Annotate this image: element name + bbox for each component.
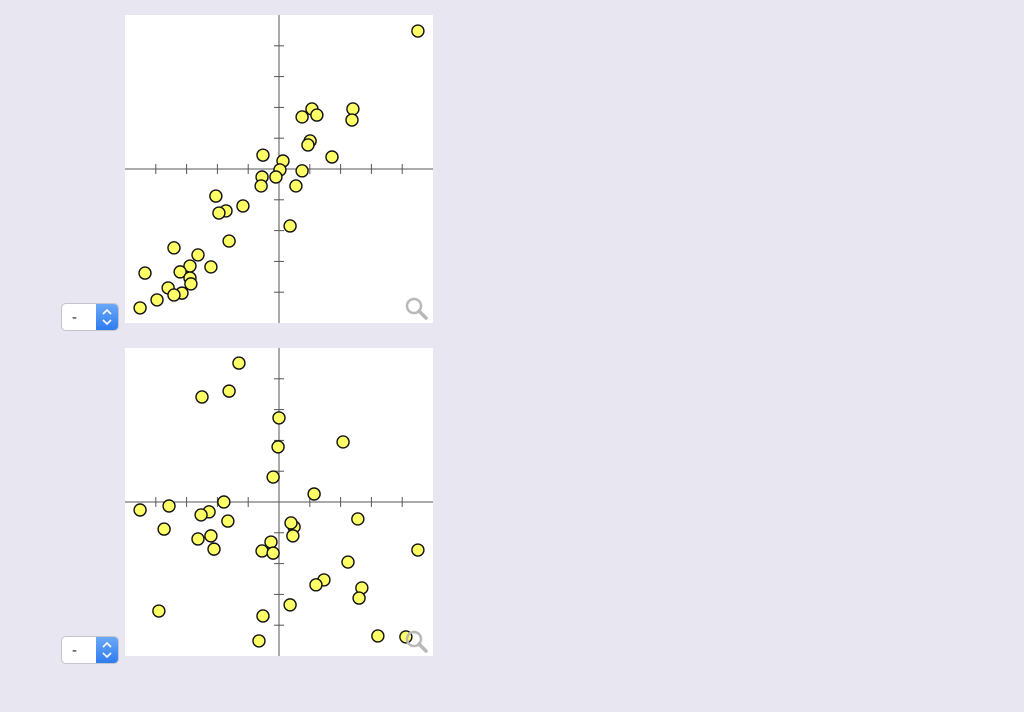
point — [209, 189, 223, 203]
point — [411, 543, 425, 557]
point — [204, 529, 218, 543]
point — [295, 110, 309, 124]
chevrons — [102, 641, 112, 659]
point — [307, 487, 321, 501]
point — [150, 293, 164, 307]
point — [266, 546, 280, 560]
point — [283, 598, 297, 612]
point — [138, 266, 152, 280]
point — [266, 470, 280, 484]
point — [133, 301, 147, 315]
point — [346, 102, 360, 116]
point — [184, 277, 198, 291]
point — [204, 260, 218, 274]
point — [411, 24, 425, 38]
point — [325, 150, 339, 164]
point — [173, 265, 187, 279]
point — [232, 356, 246, 370]
zoom-icon[interactable] — [405, 630, 428, 653]
point — [255, 544, 269, 558]
point — [194, 508, 208, 522]
chevrons — [102, 308, 112, 326]
point — [254, 179, 268, 193]
dropdown-button[interactable] — [96, 304, 118, 330]
dropdown[interactable]: - — [62, 637, 118, 663]
point — [256, 609, 270, 623]
point — [152, 604, 166, 618]
point — [341, 555, 355, 569]
point — [310, 108, 324, 122]
zoom-icon[interactable] — [405, 297, 428, 320]
point — [252, 634, 266, 648]
point — [351, 512, 365, 526]
dropdown-value: - — [72, 309, 77, 326]
point — [191, 532, 205, 546]
point — [371, 629, 385, 643]
zoom-handle — [417, 642, 428, 653]
point — [283, 219, 297, 233]
point — [352, 591, 366, 605]
point — [345, 113, 359, 127]
point — [167, 288, 181, 302]
point — [256, 148, 270, 162]
point — [272, 411, 286, 425]
point — [195, 390, 209, 404]
zoom-handle — [417, 309, 428, 320]
scatter-plot — [125, 348, 433, 656]
point — [133, 503, 147, 517]
point — [301, 138, 315, 152]
point — [309, 578, 323, 592]
dropdown-button[interactable] — [96, 637, 118, 663]
point — [236, 199, 250, 213]
point — [157, 522, 171, 536]
dropdown-value: - — [72, 642, 77, 659]
point — [269, 170, 283, 184]
point — [191, 248, 205, 262]
point — [221, 514, 235, 528]
point — [162, 499, 176, 513]
point — [289, 179, 303, 193]
zoom-lens — [405, 630, 423, 648]
point — [271, 440, 285, 454]
point — [284, 516, 298, 530]
point — [295, 164, 309, 178]
point — [217, 495, 231, 509]
zoom-lens — [405, 297, 423, 315]
point — [212, 206, 226, 220]
point — [222, 234, 236, 248]
point — [167, 241, 181, 255]
dropdown[interactable]: - — [62, 304, 118, 330]
point — [207, 542, 221, 556]
point — [222, 384, 236, 398]
point — [336, 435, 350, 449]
point — [286, 529, 300, 543]
scatter-plot — [125, 15, 433, 323]
